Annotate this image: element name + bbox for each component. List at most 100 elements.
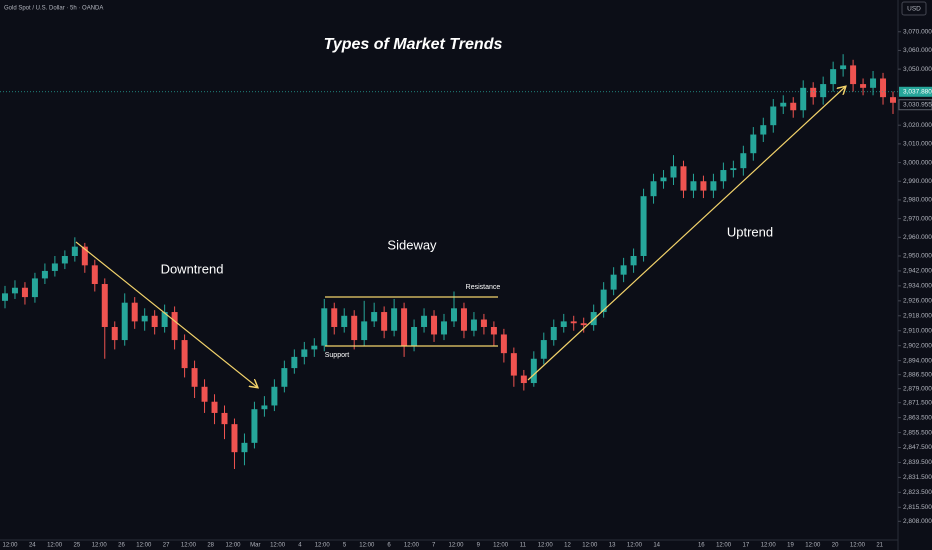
y-tick-label: 2,902.000 <box>903 342 932 349</box>
x-tick-label: 17 <box>743 543 750 549</box>
x-tick-label: 12:00 <box>47 543 63 549</box>
candle-body <box>500 334 507 354</box>
candle-body <box>151 315 158 327</box>
candle-body <box>101 284 108 327</box>
x-tick-label: 12:00 <box>448 543 464 549</box>
x-tick-label: 12:00 <box>181 543 197 549</box>
prev-close-box <box>898 99 932 111</box>
candle-body <box>810 87 817 98</box>
x-tick-label: 12:00 <box>493 543 509 549</box>
candle-body <box>111 326 118 341</box>
candle-body <box>231 424 238 453</box>
candle-body <box>161 312 168 327</box>
y-tick-label: 2,871.500 <box>903 399 932 406</box>
x-tick-label: 12 <box>564 543 571 549</box>
y-tick-label: 2,980.000 <box>903 197 932 204</box>
y-tick-label: 2,815.500 <box>903 504 932 511</box>
x-tick-label: 19 <box>787 543 794 549</box>
x-tick-label: 20 <box>832 543 839 549</box>
x-tick-label: 12:00 <box>850 543 866 549</box>
candle-body <box>690 181 697 191</box>
x-tick-label: 6 <box>387 543 391 549</box>
candle-body <box>580 323 587 326</box>
y-tick-label: 2,839.500 <box>903 459 932 466</box>
candle-body <box>181 340 188 369</box>
candle-body <box>530 358 537 384</box>
candle-body <box>131 302 138 322</box>
candle-body <box>520 375 527 384</box>
y-tick-label: 2,863.500 <box>903 414 932 421</box>
candle-body <box>730 168 737 171</box>
chart-title: Types of Market Trends <box>324 36 503 53</box>
candle-body <box>710 181 717 191</box>
x-tick-label: 7 <box>432 543 436 549</box>
y-tick-label: 2,855.500 <box>903 429 932 436</box>
y-tick-label: 2,808.000 <box>903 518 932 525</box>
candle-body <box>560 321 567 327</box>
candle-body <box>41 270 48 279</box>
currency-box[interactable] <box>901 1 927 16</box>
y-tick-label: 2,823.500 <box>903 489 932 496</box>
currency[interactable]: USD <box>907 6 921 13</box>
candle-body <box>640 196 647 256</box>
candle-body <box>191 368 198 387</box>
x-tick-label: 4 <box>298 543 302 549</box>
x-tick-label: 26 <box>118 543 125 549</box>
candle-body <box>470 319 477 331</box>
candle-body <box>460 308 467 331</box>
x-tick-label: 12:00 <box>270 543 286 549</box>
candle-body <box>141 315 148 322</box>
candle-body <box>321 308 328 346</box>
annotation: Downtrend <box>161 261 224 276</box>
candle-body <box>71 246 78 256</box>
candle-body <box>311 345 318 350</box>
candle-body <box>740 153 747 169</box>
candle-body <box>201 386 208 402</box>
candle-body <box>480 319 487 327</box>
candle-body <box>361 321 368 341</box>
candle-body <box>830 69 837 85</box>
candle-body <box>1 293 8 301</box>
candle-body <box>860 84 867 88</box>
x-tick-label: 12:00 <box>2 543 18 549</box>
candle-body <box>351 315 358 341</box>
candle-body <box>680 166 687 191</box>
annotation: Support <box>325 352 350 359</box>
x-tick-label: 11 <box>520 543 527 549</box>
y-tick-label: 3,020.000 <box>903 122 932 129</box>
x-tick-label: 28 <box>207 543 214 549</box>
candle-body <box>570 321 577 324</box>
x-tick-label: 16 <box>698 543 705 549</box>
candle-body <box>81 246 88 266</box>
candle-body <box>800 87 807 111</box>
candle-body <box>61 255 68 264</box>
y-tick-label: 2,831.500 <box>903 474 932 481</box>
candle-body <box>431 315 438 335</box>
x-tick-label: 12:00 <box>92 543 108 549</box>
x-tick-label: 12:00 <box>315 543 331 549</box>
x-tick-label: 12:00 <box>359 543 375 549</box>
candle-body <box>490 326 497 335</box>
y-tick-label: 2,918.000 <box>903 312 932 319</box>
candle-body <box>441 321 448 335</box>
y-tick-label: 3,000.000 <box>903 159 932 166</box>
candle-body <box>820 84 827 98</box>
x-tick-label: 12:00 <box>225 543 241 549</box>
candle-body <box>211 401 218 413</box>
candle-body <box>91 265 98 285</box>
x-tick-label: Mar <box>250 543 260 549</box>
y-tick-label: 2,886.500 <box>903 371 932 378</box>
candle-body <box>31 278 38 298</box>
candle-body <box>450 308 457 322</box>
x-tick-label: 24 <box>29 543 36 549</box>
y-tick-label: 2,910.000 <box>903 327 932 334</box>
candle-body <box>770 106 777 126</box>
candle-body <box>271 386 278 406</box>
candle-body <box>510 353 517 376</box>
last-price-label: 3,037.880 <box>903 89 932 96</box>
candle-body <box>890 97 897 103</box>
x-tick-label: 27 <box>163 543 170 549</box>
candle-body <box>11 287 18 294</box>
candle-body <box>670 166 677 178</box>
